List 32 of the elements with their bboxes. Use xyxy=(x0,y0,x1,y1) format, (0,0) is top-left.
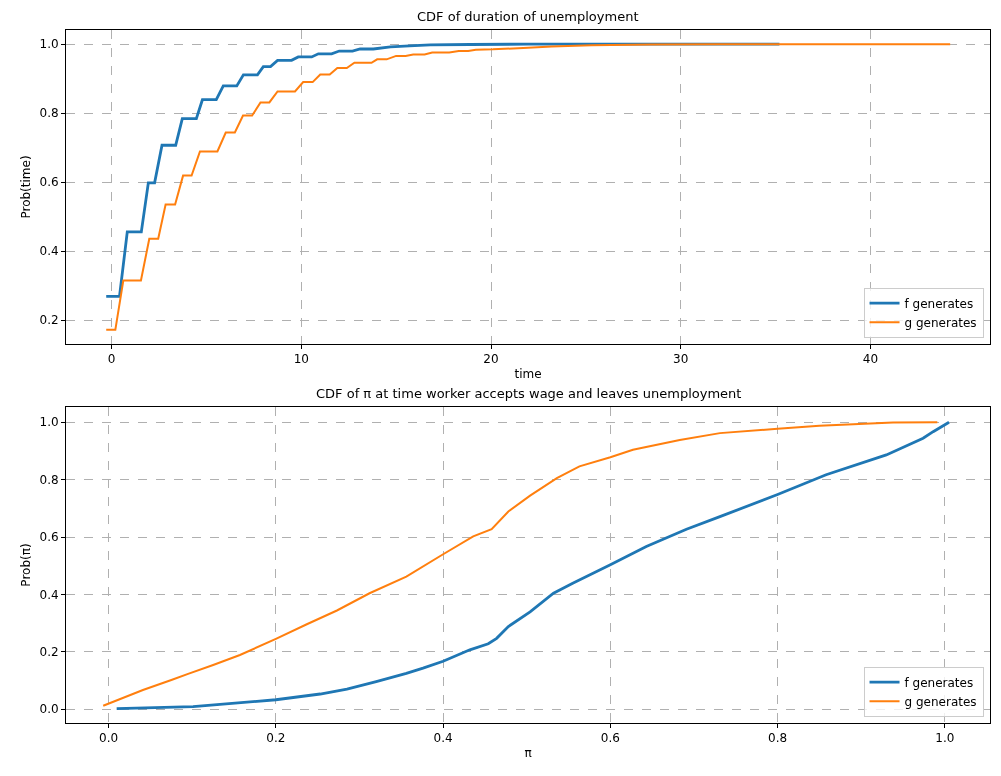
y-axis-title: Prob(π) xyxy=(18,543,33,587)
y-tick-label: 0.4 xyxy=(39,587,59,602)
x-tick-label: 30 xyxy=(673,352,689,367)
chart-title: CDF of π at time worker accepts wage and leaves unemployment xyxy=(316,386,742,401)
x-axis-title: time xyxy=(514,367,542,382)
x-tick-label: 1.0 xyxy=(935,731,955,746)
y-tick-label: 0.8 xyxy=(39,472,59,487)
y-tick-label: 0.8 xyxy=(39,106,59,121)
x-tick-label: 0.8 xyxy=(768,731,788,746)
x-axis-title: π xyxy=(524,746,532,761)
legend-label: f generates xyxy=(904,675,974,690)
x-tick-label: 0.6 xyxy=(600,731,620,746)
y-tick-label: 0.2 xyxy=(39,313,59,328)
legend-label: g generates xyxy=(904,694,977,709)
y-tick-label: 0.6 xyxy=(39,175,59,190)
chart-title: CDF of duration of unemployment xyxy=(417,9,639,24)
legend-label: f generates xyxy=(904,296,974,311)
x-tick-label: 0.2 xyxy=(266,731,286,746)
x-tick-label: 0.0 xyxy=(99,731,119,746)
legend-label: g generates xyxy=(904,315,977,330)
x-tick-label: 10 xyxy=(293,352,309,367)
x-tick-label: 0.4 xyxy=(433,731,453,746)
y-tick-label: 1.0 xyxy=(39,415,59,430)
y-axis-title: Prob(time) xyxy=(18,155,33,219)
x-tick-label: 40 xyxy=(862,352,879,367)
x-tick-label: 20 xyxy=(483,352,499,367)
y-tick-label: 0.6 xyxy=(39,530,59,545)
y-tick-label: 0.4 xyxy=(39,244,59,259)
y-tick-label: 0.0 xyxy=(39,702,59,717)
y-tick-label: 1.0 xyxy=(39,37,59,52)
y-tick-label: 0.2 xyxy=(39,645,59,660)
x-tick-label: 0 xyxy=(107,352,116,367)
